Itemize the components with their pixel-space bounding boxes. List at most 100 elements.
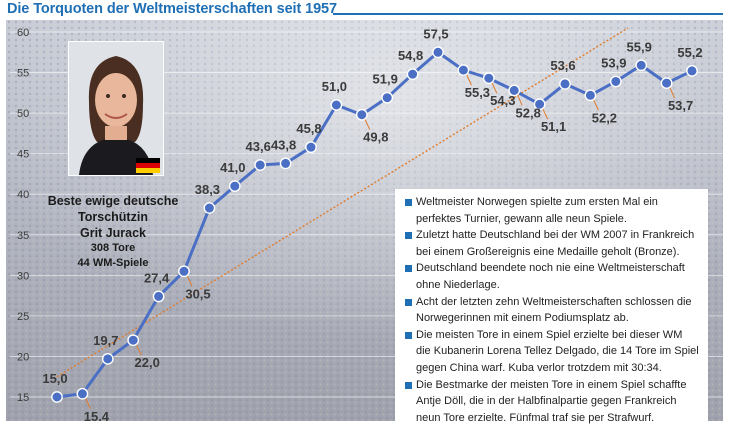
y-tick-label: 55 <box>17 68 29 80</box>
data-point <box>686 65 698 77</box>
bullet-square-icon <box>405 298 412 306</box>
data-label: 51,1 <box>541 119 566 134</box>
data-point <box>279 157 292 170</box>
line-chart: 15 20 25 30 35 40 45 50 55 60 15,0 15,4 19,7 22,0 27,… <box>6 20 723 421</box>
data-label: 52,8 <box>516 105 541 120</box>
data-label: 51,9 <box>373 72 398 87</box>
note-text: Acht der letzten zehn Weltmeisterschafte… <box>416 295 692 325</box>
data-label: 38,3 <box>195 182 220 197</box>
data-points <box>51 46 698 403</box>
data-label: 41,0 <box>220 160 245 175</box>
portrait-caption: Beste ewige deutsche Torschützin Grit Ju… <box>38 193 188 271</box>
label-leader <box>364 118 371 130</box>
portrait-photo <box>68 41 164 176</box>
chart-area: 15 20 25 30 35 40 45 50 55 60 15,0 15,4 19,7 22,0 27,… <box>0 20 750 421</box>
label-leader <box>516 94 523 106</box>
y-tick-label: 40 <box>17 189 29 201</box>
caption-line-3: Grit Jurack <box>79 226 146 240</box>
bullet-square-icon <box>405 199 412 206</box>
data-point <box>559 78 571 90</box>
y-tick-label: 60 <box>17 27 29 39</box>
data-label: 53,7 <box>668 98 693 113</box>
y-axis-ticks: 15 20 25 30 35 40 45 50 55 60 <box>17 27 29 404</box>
data-label: 51,0 <box>322 79 347 94</box>
data-point <box>254 159 267 171</box>
data-point <box>101 352 114 365</box>
bullet-square-icon <box>405 265 412 273</box>
data-label: 30,5 <box>185 286 210 301</box>
data-label: 54,8 <box>398 48 423 63</box>
notes-panel <box>395 189 708 421</box>
shirt-shape <box>79 137 153 175</box>
data-point <box>330 99 343 111</box>
data-label: 54,3 <box>490 93 515 108</box>
label-leader <box>491 82 498 94</box>
portrait-figure <box>69 42 163 175</box>
data-point <box>533 98 546 111</box>
note-item: Deutschland beendete noch nie eine Weltm… <box>400 260 700 293</box>
data-label: 15,4 <box>84 409 110 421</box>
data-point <box>584 89 597 102</box>
y-tick-label: 30 <box>17 270 29 282</box>
note-text: Weltmeister Norwegen spielte zum ersten … <box>416 196 658 225</box>
label-leaders <box>84 73 676 409</box>
note-item: Zuletzt hatte Deutschland bei der WM 200… <box>400 227 700 260</box>
note-text: Die meisten Tore in einem Spiel erzielte… <box>416 328 699 374</box>
trend-line <box>56 27 629 378</box>
caption-stat-goals: 308 Tore <box>90 242 136 254</box>
data-label: 55,3 <box>465 85 490 100</box>
bullet-square-icon <box>405 331 412 339</box>
data-point <box>228 180 241 193</box>
data-label: 19,7 <box>93 333 118 348</box>
y-tick-label: 35 <box>17 230 29 242</box>
chart-title: Die Torquoten der Weltmeisterschaften se… <box>7 1 337 17</box>
note-item: Weltmeister Norwegen spielte zum ersten … <box>400 194 700 227</box>
data-point <box>660 77 673 89</box>
note-text: Die Bestmarke der meisten Tore in einem … <box>416 378 687 424</box>
bullet-square-icon <box>405 381 412 389</box>
label-leader <box>135 344 142 356</box>
data-point <box>127 334 140 347</box>
y-tick-label: 45 <box>17 149 29 161</box>
data-point <box>609 75 622 88</box>
data-point <box>482 72 495 85</box>
germany-flag-icon <box>136 158 160 173</box>
note-item: Acht der letzten zehn Weltmeisterschafte… <box>400 294 700 327</box>
note-text: Zuletzt hatte Deutschland bei der WM 200… <box>416 229 695 258</box>
label-leader <box>669 86 676 99</box>
label-leader <box>465 73 472 86</box>
data-label: 45,8 <box>296 121 321 136</box>
data-label: 52,2 <box>592 110 617 125</box>
title-rule <box>333 13 723 15</box>
data-point <box>381 91 394 104</box>
y-tick-label: 20 <box>17 351 29 363</box>
data-point <box>152 290 165 303</box>
data-label: 15,0 <box>42 371 67 386</box>
data-label: 55,9 <box>627 39 652 54</box>
notes-list: Weltmeister Norwegen spielte zum ersten … <box>400 194 700 426</box>
data-label: 49,8 <box>363 130 388 145</box>
data-label: 43,8 <box>271 137 296 152</box>
y-tick-label: 25 <box>17 311 29 323</box>
label-leader <box>186 275 193 287</box>
data-point <box>76 387 89 400</box>
data-point <box>178 265 190 278</box>
data-point <box>432 46 444 59</box>
caption-stat-games: 44 WM-Spiele <box>77 257 149 269</box>
data-label: 22,0 <box>135 355 160 370</box>
data-label: 55,2 <box>677 45 702 60</box>
y-tick-label: 15 <box>17 392 29 404</box>
data-label: 27,4 <box>144 270 170 285</box>
data-point <box>203 202 216 214</box>
data-label: 57,5 <box>423 26 448 41</box>
caption-line-2: Torschützin <box>78 210 148 224</box>
data-point <box>508 84 521 97</box>
label-leader <box>592 99 599 111</box>
data-point <box>635 59 648 72</box>
data-label: 43,6 <box>246 139 271 154</box>
data-point <box>457 64 470 77</box>
data-point <box>355 108 368 121</box>
bullet-square-icon <box>405 232 412 240</box>
label-leader <box>84 397 91 409</box>
data-label: 53,9 <box>601 55 626 70</box>
